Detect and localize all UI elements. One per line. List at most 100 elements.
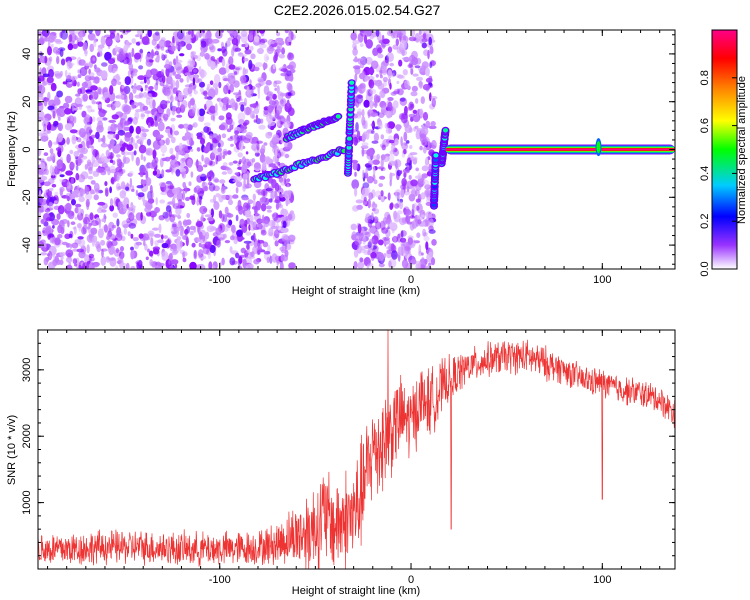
noise-cell — [241, 43, 246, 48]
noise-cell — [411, 50, 418, 60]
noise-cell — [228, 56, 234, 66]
noise-cell — [69, 149, 74, 155]
noise-cell — [286, 183, 290, 188]
noise-cell — [92, 91, 99, 98]
noise-cell — [100, 153, 105, 162]
noise-cell — [414, 175, 422, 179]
noise-cell — [115, 247, 119, 254]
noise-cell — [158, 223, 162, 234]
noise-cell — [55, 73, 62, 79]
snr-xlabel: Height of straight line (km) — [292, 585, 420, 597]
noise-cell — [284, 140, 290, 150]
noise-cell — [385, 127, 393, 134]
noise-cell — [281, 207, 285, 215]
noise-cell — [396, 80, 400, 85]
noise-cell — [208, 176, 212, 182]
noise-cell — [47, 233, 55, 238]
noise-cell — [279, 92, 286, 97]
noise-cell — [370, 123, 374, 127]
noise-cell — [187, 87, 193, 95]
noise-cell — [72, 43, 78, 49]
noise-cell — [353, 249, 359, 258]
noise-cell — [220, 186, 226, 194]
noise-cell — [352, 161, 358, 171]
noise-cell — [413, 240, 420, 244]
noise-cell — [217, 147, 223, 153]
noise-cell — [287, 200, 291, 205]
noise-cell — [89, 129, 93, 133]
noise-cell — [241, 136, 246, 142]
noise-cell — [160, 234, 164, 240]
noise-cell — [78, 238, 86, 248]
noise-cell — [158, 76, 163, 82]
noise-cell — [126, 144, 134, 152]
noise-cell — [368, 192, 374, 200]
noise-cell — [155, 78, 159, 86]
noise-cell — [197, 263, 206, 269]
noise-cell — [259, 148, 265, 155]
noise-cell — [267, 120, 276, 127]
noise-cell — [353, 261, 358, 269]
noise-cell — [237, 199, 242, 210]
noise-cell — [85, 199, 90, 208]
noise-cell — [97, 201, 106, 206]
noise-cell — [134, 82, 137, 89]
noise-cell — [407, 237, 414, 245]
noise-cell — [386, 52, 395, 62]
noise-cell — [160, 191, 168, 196]
noise-cell — [428, 251, 433, 258]
noise-cell — [176, 30, 184, 40]
noise-cell — [135, 135, 140, 139]
noise-cell — [421, 42, 427, 49]
noise-cell — [383, 80, 387, 87]
noise-cell — [155, 112, 162, 122]
noise-cell — [429, 218, 434, 228]
noise-cell — [128, 212, 135, 222]
noise-cell — [420, 214, 425, 218]
noise-cell — [175, 169, 181, 177]
noise-cell — [375, 190, 382, 198]
feature-cell — [349, 80, 355, 85]
noise-cell — [399, 237, 407, 243]
noise-cell — [284, 240, 288, 250]
noise-cell — [380, 194, 385, 203]
noise-cell — [101, 209, 107, 213]
noise-cell — [372, 201, 376, 206]
noise-cell — [261, 196, 266, 203]
noise-cell — [233, 71, 238, 75]
noise-cell — [218, 210, 223, 219]
noise-cell — [188, 181, 192, 186]
noise-cell — [139, 48, 144, 54]
noise-cell — [194, 185, 201, 193]
noise-cell — [45, 98, 50, 103]
noise-cell — [46, 76, 54, 84]
noise-cell — [161, 169, 165, 178]
noise-cell — [267, 104, 274, 113]
snr-ytick-label: 1000 — [21, 490, 33, 514]
noise-cell — [367, 241, 372, 249]
noise-cell — [135, 41, 141, 46]
noise-cell — [408, 36, 417, 42]
noise-cell — [129, 205, 137, 209]
noise-cell — [101, 218, 106, 223]
noise-cell — [431, 98, 436, 108]
noise-cell — [191, 196, 196, 206]
feature-cell — [346, 136, 352, 141]
noise-cell — [368, 227, 376, 233]
spectrogram-ytick-label: 20 — [21, 96, 33, 108]
noise-cell — [170, 136, 176, 144]
noise-cell — [276, 116, 281, 120]
noise-cell — [363, 66, 371, 76]
noise-cell — [172, 187, 180, 195]
colorbar-tick-label: 0.0 — [699, 261, 711, 276]
noise-cell — [77, 41, 84, 47]
noise-cell — [268, 219, 276, 228]
noise-cell — [388, 243, 393, 252]
noise-cell — [222, 233, 227, 239]
noise-cell — [410, 30, 416, 37]
noise-cell — [129, 125, 134, 134]
noise-cell — [257, 242, 262, 250]
noise-cell — [422, 179, 430, 186]
noise-cell — [424, 189, 431, 198]
noise-cell — [399, 113, 405, 120]
